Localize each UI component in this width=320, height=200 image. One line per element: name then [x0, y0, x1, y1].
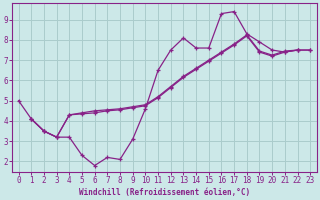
X-axis label: Windchill (Refroidissement éolien,°C): Windchill (Refroidissement éolien,°C) — [79, 188, 250, 197]
